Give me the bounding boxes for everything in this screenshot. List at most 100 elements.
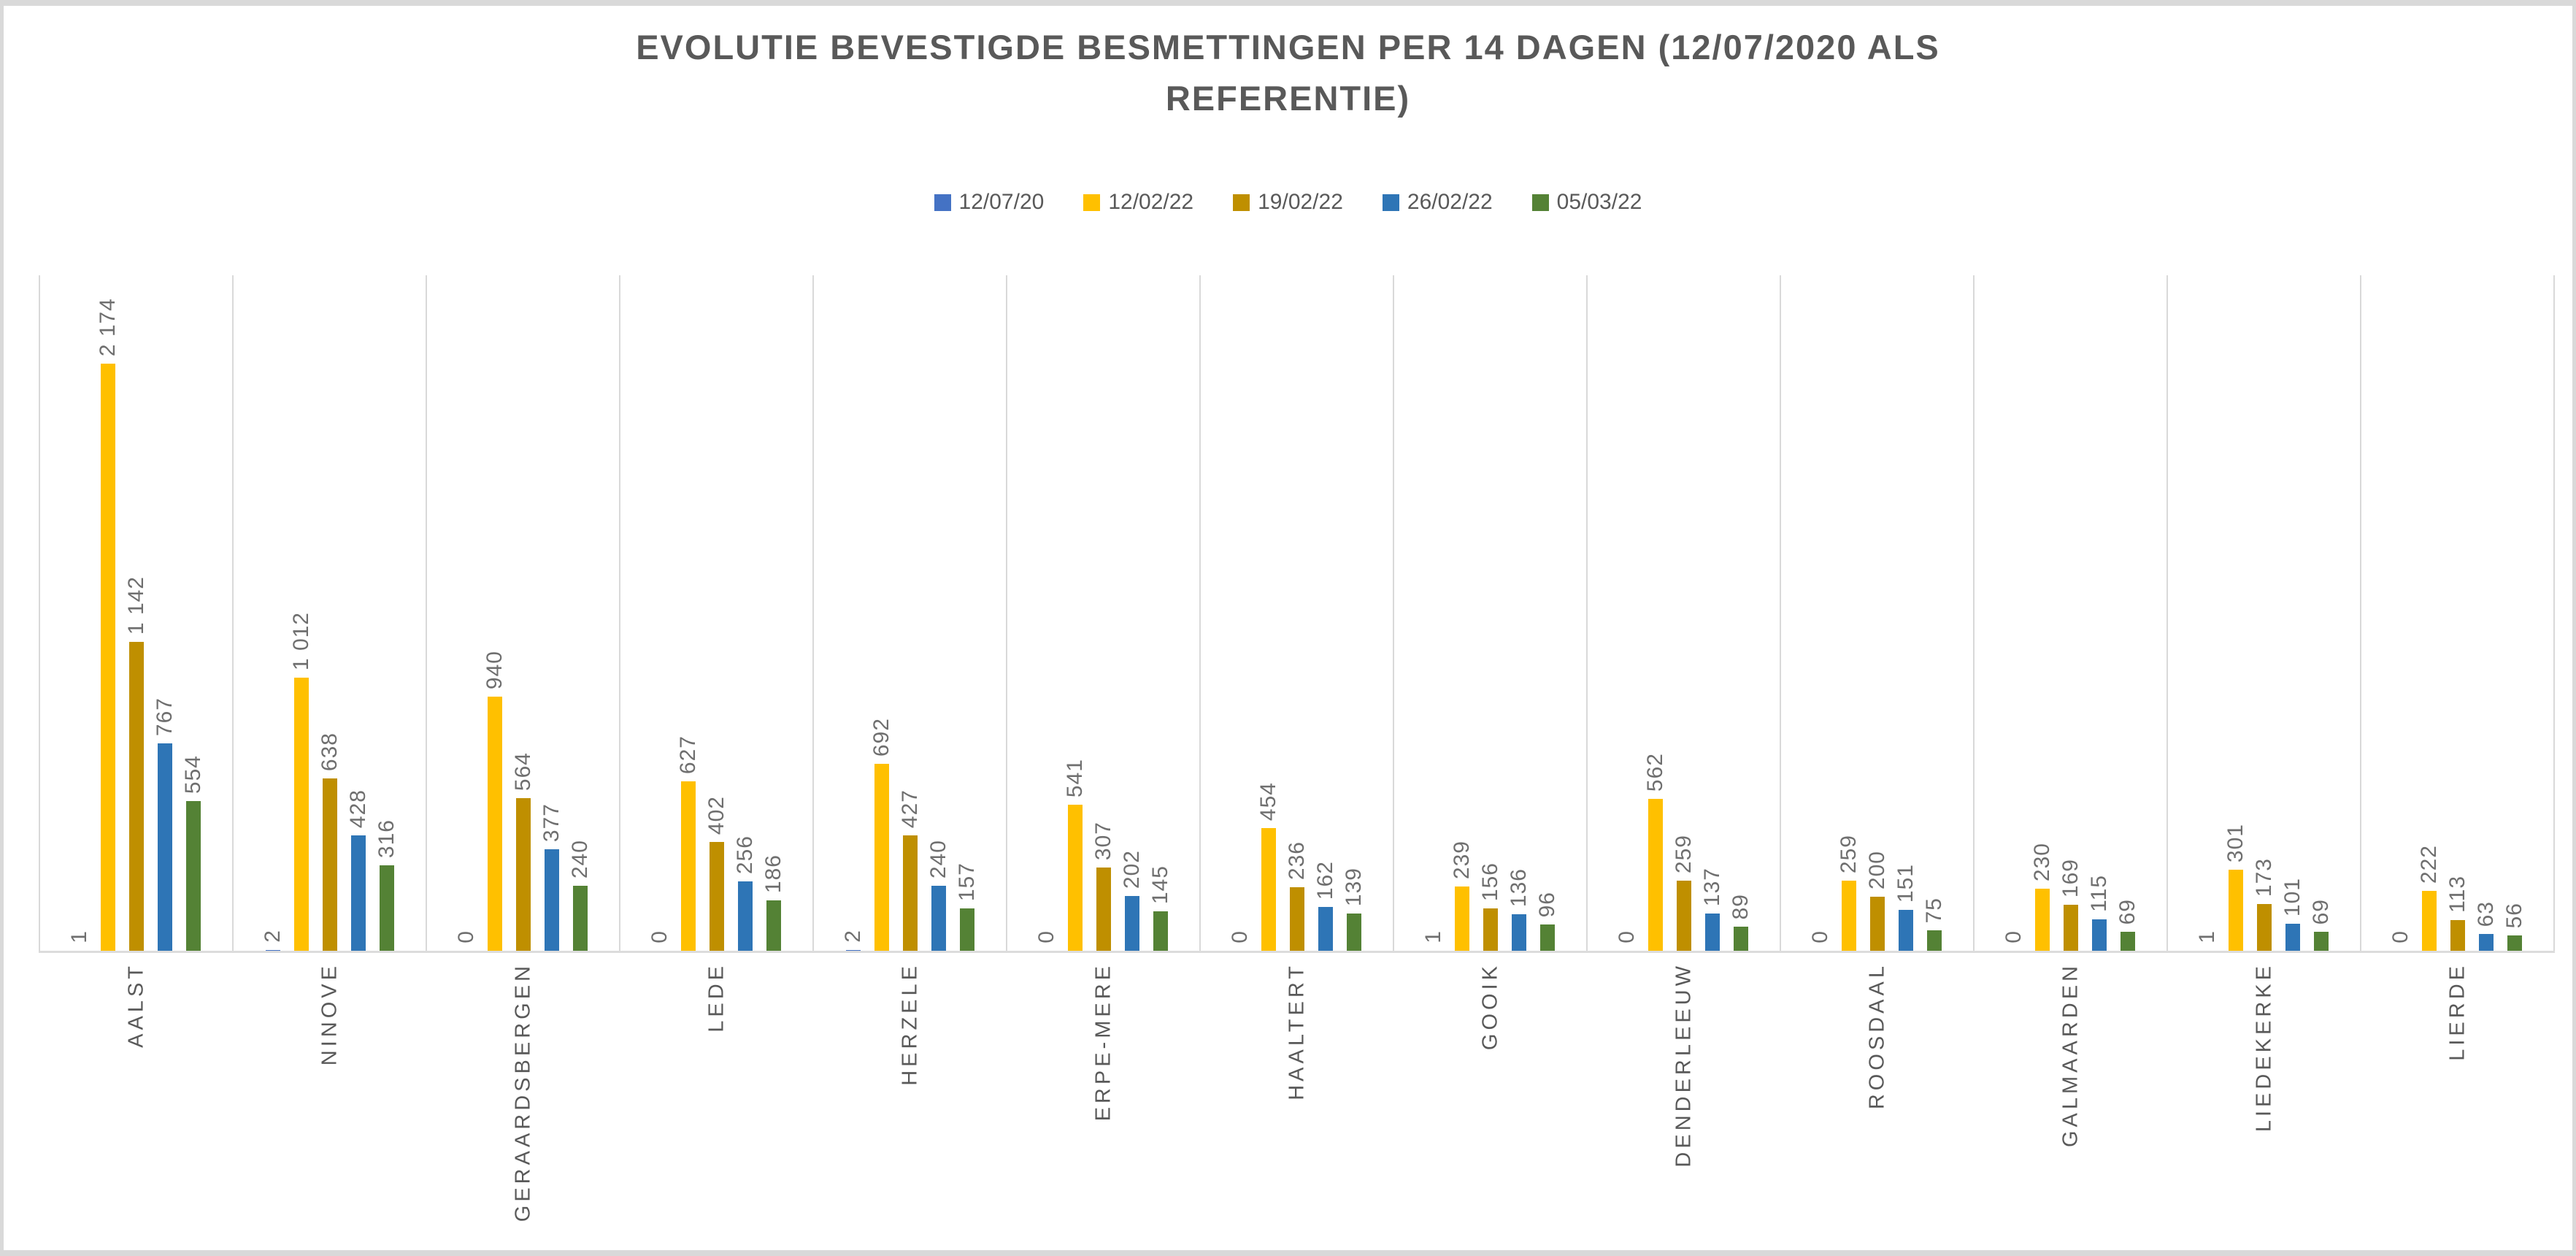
bar-26-02-22 xyxy=(1704,914,1720,951)
bar-19-02-22 xyxy=(902,835,918,951)
bar-value-label: 240 xyxy=(567,839,592,878)
bar-value-label: 101 xyxy=(2280,877,2304,916)
category-label-erpe-mere: ERPE-MERE xyxy=(1091,962,1115,1122)
legend-swatch-icon xyxy=(934,194,951,211)
bar-05-03-22 xyxy=(572,886,588,951)
bar-group: 1 2 174 1 142 767 554 xyxy=(40,275,232,951)
bar-slot: 162 xyxy=(1313,275,1337,951)
bar-12-02-22 xyxy=(1454,887,1469,951)
bar-slot: 564 xyxy=(510,275,535,951)
chart-title-line-1: EVOLUTIE BEVESTIGDE BESMETTINGEN PER 14 … xyxy=(636,28,1940,66)
bar-05-03-22 xyxy=(2120,932,2135,951)
bar-value-label: 554 xyxy=(180,754,205,794)
bar-12-02-22 xyxy=(487,697,502,951)
bar-group: 0 259 200 151 75 xyxy=(1781,275,1973,951)
bar-group: 0 940 564 377 240 xyxy=(427,275,619,951)
legend-label: 05/03/22 xyxy=(1556,190,1642,214)
bar-value-label: 564 xyxy=(510,751,535,791)
bar-05-03-22 xyxy=(766,900,781,951)
bar-value-label: 0 xyxy=(1034,930,1058,943)
bar-19-02-22 xyxy=(2450,920,2465,951)
category-panel-roosdaal: 0 259 200 151 75 ROOSDAAL xyxy=(1781,275,1975,1109)
legend-item-19-02-22: 19/02/22 xyxy=(1233,190,1343,215)
bar-slot: 377 xyxy=(539,275,564,951)
bar-slot: 137 xyxy=(1699,275,1724,951)
bar-slot: 428 xyxy=(346,275,370,951)
bar-value-label: 256 xyxy=(732,835,757,874)
bar-value-label: 316 xyxy=(374,819,399,858)
bar-group: 0 454 236 162 139 xyxy=(1201,275,1393,951)
bar-slot: 69 xyxy=(2115,275,2139,951)
category-panel-gooik: 1 239 156 136 96 GOOIK xyxy=(1394,275,1588,1050)
bar-value-label: 139 xyxy=(1341,867,1366,906)
bar-value-label: 240 xyxy=(926,839,950,878)
bar-slot: 554 xyxy=(180,275,205,951)
bar-12-02-22 xyxy=(1648,799,1663,951)
bar-19-02-22 xyxy=(2063,905,2078,951)
category-label-gooik: GOOIK xyxy=(1478,962,1502,1051)
category-panel-liedekerke: 1 301 173 101 69 LIEDEKERKE xyxy=(2168,275,2361,1132)
bar-slot: 230 xyxy=(2029,275,2054,951)
bar-slot: 627 xyxy=(676,275,700,951)
bar-slot: 89 xyxy=(1728,275,1753,951)
category-panel-galmaarden: 0 230 169 115 69 GALMAARDEN xyxy=(1975,275,2168,1147)
category-panel-lierde: 0 222 113 63 56 LIERDE xyxy=(2361,275,2555,1061)
category-label-lierde: LIERDE xyxy=(2445,962,2469,1061)
bar-value-label: 75 xyxy=(1921,897,1946,923)
bar-slot: 316 xyxy=(374,275,399,951)
bar-slot: 454 xyxy=(1256,275,1280,951)
bar-19-02-22 xyxy=(2256,904,2272,951)
bar-05-03-22 xyxy=(379,865,394,951)
bar-slot: 0 xyxy=(2002,275,2026,951)
bar-12-02-22 xyxy=(874,764,889,951)
category-label-herzele: HERZELE xyxy=(898,962,921,1086)
bar-slot: 56 xyxy=(2502,275,2526,951)
bar-26-02-22 xyxy=(157,743,172,951)
bar-value-label: 230 xyxy=(2029,842,2054,881)
bar-value-label: 200 xyxy=(1864,850,1889,889)
bar-group: 0 222 113 63 56 xyxy=(2361,275,2553,951)
bar-05-03-22 xyxy=(1733,927,1748,951)
bar-value-label: 137 xyxy=(1699,867,1724,906)
category-label-haaltert: HAALTERT xyxy=(1285,962,1308,1100)
category-label-ninove: NINOVE xyxy=(318,962,341,1066)
bar-slot: 767 xyxy=(153,275,177,951)
bar-19-02-22 xyxy=(128,642,144,951)
bar-slot: 169 xyxy=(2058,275,2083,951)
bar-group: 0 562 259 137 89 xyxy=(1588,275,1780,951)
bar-slot: 186 xyxy=(761,275,785,951)
bar-05-03-22 xyxy=(1153,911,1168,951)
bar-value-label: 301 xyxy=(2223,823,2248,862)
bar-slot: 0 xyxy=(454,275,478,951)
bar-value-label: 562 xyxy=(1642,752,1667,792)
bar-value-label: 236 xyxy=(1284,840,1309,880)
bar-12-02-22 xyxy=(2034,889,2050,951)
bar-12-07-20 xyxy=(265,950,280,951)
bar-slot: 101 xyxy=(2280,275,2304,951)
bar-value-label: 115 xyxy=(2086,875,2111,912)
legend-item-05-03-22: 05/03/22 xyxy=(1531,190,1642,215)
bar-26-02-22 xyxy=(1511,914,1526,951)
bar-26-02-22 xyxy=(1898,910,1913,951)
bar-value-label: 692 xyxy=(869,717,893,757)
bar-value-label: 69 xyxy=(2308,898,2333,924)
bar-value-label: 239 xyxy=(1449,840,1474,879)
bar-value-label: 541 xyxy=(1062,758,1087,797)
bar-value-label: 2 174 xyxy=(95,297,120,356)
bar-slot: 259 xyxy=(1837,275,1861,951)
category-label-lede: LEDE xyxy=(704,962,728,1033)
bar-19-02-22 xyxy=(322,778,337,951)
bar-slot: 1 xyxy=(67,275,91,951)
bar-value-label: 454 xyxy=(1256,781,1280,821)
bar-05-03-22 xyxy=(1346,914,1361,951)
bar-12-02-22 xyxy=(1841,881,1856,951)
bar-value-label: 259 xyxy=(1671,834,1696,873)
category-panel-erpe-mere: 0 541 307 202 145 ERPE-MERE xyxy=(1007,275,1201,1121)
bar-19-02-22 xyxy=(1289,887,1304,951)
legend-label: 12/07/20 xyxy=(958,190,1045,214)
bar-value-label: 89 xyxy=(1728,893,1753,919)
legend-swatch-icon xyxy=(1233,194,1250,211)
bar-slot: 427 xyxy=(898,275,922,951)
bar-slot: 692 xyxy=(869,275,893,951)
bar-group: 1 239 156 136 96 xyxy=(1394,275,1586,951)
